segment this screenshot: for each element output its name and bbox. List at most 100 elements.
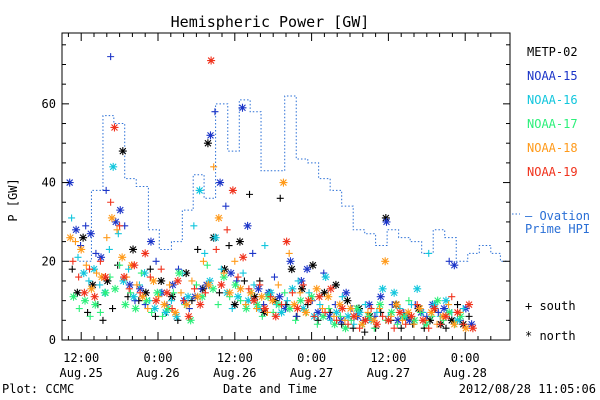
south-point (225, 242, 233, 250)
south-point (174, 265, 182, 273)
north-point (465, 300, 474, 309)
south-point (220, 269, 228, 277)
series-noaa-15 (65, 53, 476, 329)
north-point (195, 186, 204, 195)
south-point (234, 273, 242, 281)
north-point (118, 147, 127, 156)
south-point (116, 222, 124, 230)
legend-ovation-line1: — Ovation (525, 209, 590, 223)
legend-item-noaa-18: NOAA-18 (527, 141, 578, 155)
north-point (271, 312, 280, 321)
y-tick-label: 0 (49, 333, 56, 347)
south-point (245, 285, 253, 293)
north-point (136, 284, 145, 293)
north-point (131, 304, 140, 313)
x-tick-time: 0:00 (297, 351, 326, 365)
south-point (344, 320, 352, 328)
north-point (369, 316, 378, 325)
north-point (314, 308, 322, 317)
north-point (160, 300, 169, 309)
south-point (71, 238, 79, 246)
south-point (188, 297, 196, 305)
x-tick-time: 12:00 (217, 351, 253, 365)
north-point (152, 296, 161, 305)
north-point (184, 312, 193, 321)
north-point (442, 296, 450, 305)
south-point (274, 281, 282, 289)
south-point (445, 301, 453, 309)
legend-item-noaa-16: NOAA-16 (527, 93, 578, 107)
north-point (301, 308, 310, 317)
south-point (294, 277, 302, 285)
south-point (86, 265, 94, 273)
south-point (459, 320, 467, 328)
series-metp-02 (68, 139, 473, 336)
south-point (146, 273, 154, 281)
south-point (214, 301, 222, 309)
legend: METP-02 NOAA-15 NOAA-16 NOAA-17 NOAA-18 NOAA-… (512, 45, 590, 343)
north-point (254, 284, 263, 293)
north-point (121, 300, 130, 309)
south-point (210, 163, 218, 171)
north-point (175, 269, 184, 278)
north-point (186, 316, 195, 325)
north-point (450, 261, 459, 270)
south-point (237, 297, 245, 305)
south-point (413, 301, 421, 309)
north-point (88, 280, 97, 289)
north-point (87, 284, 96, 293)
north-point (440, 304, 449, 313)
south-point (338, 320, 346, 328)
south-point (442, 324, 450, 332)
north-point (326, 284, 335, 293)
south-point (321, 308, 329, 316)
legend-item-noaa-15: NOAA-15 (527, 69, 578, 83)
north-point (116, 206, 125, 215)
north-point (182, 300, 191, 309)
x-tick-date: Aug.28 (444, 366, 487, 380)
south-point (188, 277, 196, 285)
south-point (199, 257, 207, 265)
south-point (258, 312, 266, 320)
north-point (230, 300, 239, 309)
north-point (86, 229, 95, 238)
plot-frame (61, 32, 511, 341)
north-point (342, 288, 351, 297)
north-point (207, 56, 216, 65)
north-point (129, 292, 138, 301)
north-point (384, 316, 393, 325)
south-point (203, 261, 211, 269)
south-point (338, 293, 346, 301)
north-point (101, 273, 110, 282)
north-point (219, 273, 228, 282)
south-point (82, 222, 90, 230)
south-point (425, 249, 433, 257)
north-point (225, 288, 234, 297)
north-point (332, 308, 341, 317)
north-point (198, 292, 207, 301)
north-point (399, 312, 408, 321)
south-point (367, 305, 375, 313)
south-point (109, 305, 117, 313)
north-point (358, 320, 367, 329)
north-point (196, 300, 205, 309)
y-tick-label: 40 (42, 176, 56, 190)
south-point (194, 245, 202, 253)
north-point (418, 316, 427, 325)
north-point (182, 269, 191, 278)
south-point (454, 301, 462, 309)
north-point (157, 276, 166, 285)
north-point (236, 284, 245, 293)
chart-title: Hemispheric Power [GW] (171, 13, 370, 31)
north-point (430, 304, 439, 313)
north-point (341, 324, 350, 333)
north-point (171, 308, 180, 317)
north-point (172, 312, 181, 321)
north-point (338, 304, 347, 313)
north-point (239, 253, 248, 262)
north-point (209, 284, 218, 293)
north-point (395, 308, 404, 317)
south-point (228, 305, 236, 313)
north-point (288, 284, 297, 293)
north-point (65, 178, 74, 187)
